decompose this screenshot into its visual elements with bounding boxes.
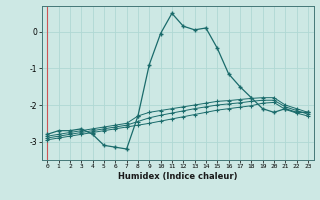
X-axis label: Humidex (Indice chaleur): Humidex (Indice chaleur) — [118, 172, 237, 181]
